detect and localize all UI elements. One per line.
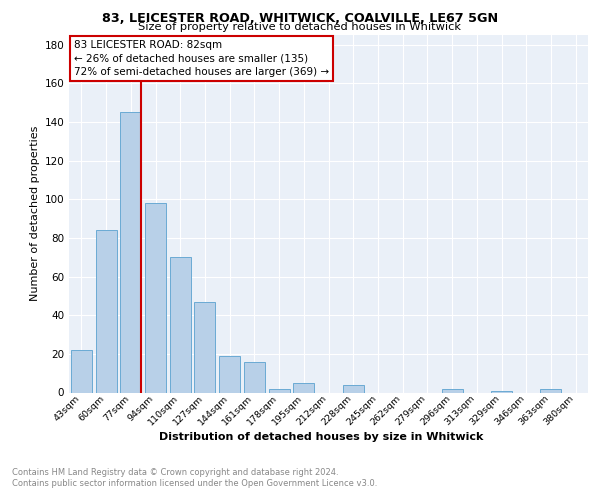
Bar xyxy=(244,362,265,392)
Bar xyxy=(120,112,141,392)
Bar xyxy=(541,388,562,392)
Bar xyxy=(491,390,512,392)
Bar xyxy=(170,257,191,392)
Bar xyxy=(219,356,240,393)
Bar xyxy=(293,383,314,392)
Text: 83 LEICESTER ROAD: 82sqm
← 26% of detached houses are smaller (135)
72% of semi-: 83 LEICESTER ROAD: 82sqm ← 26% of detach… xyxy=(74,40,329,77)
Text: Contains HM Land Registry data © Crown copyright and database right 2024.
Contai: Contains HM Land Registry data © Crown c… xyxy=(12,468,377,487)
Bar xyxy=(95,230,116,392)
Y-axis label: Number of detached properties: Number of detached properties xyxy=(30,126,40,302)
Bar xyxy=(145,203,166,392)
Bar xyxy=(71,350,92,393)
Bar xyxy=(343,385,364,392)
Text: Size of property relative to detached houses in Whitwick: Size of property relative to detached ho… xyxy=(139,22,461,32)
Bar xyxy=(442,388,463,392)
Bar xyxy=(194,302,215,392)
Text: 83, LEICESTER ROAD, WHITWICK, COALVILLE, LE67 5GN: 83, LEICESTER ROAD, WHITWICK, COALVILLE,… xyxy=(102,12,498,24)
Text: Distribution of detached houses by size in Whitwick: Distribution of detached houses by size … xyxy=(159,432,483,442)
Bar xyxy=(269,388,290,392)
